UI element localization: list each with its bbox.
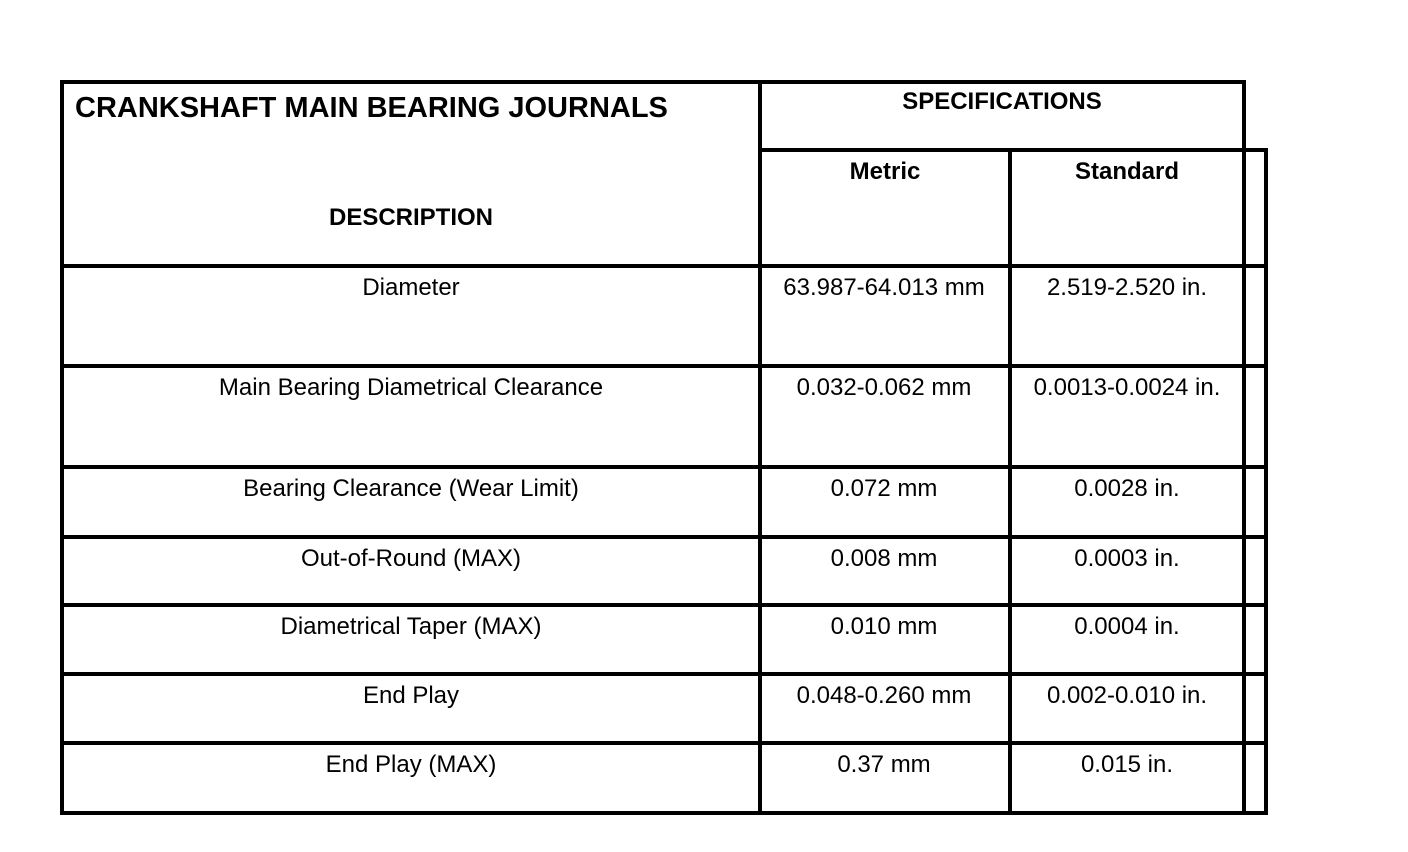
cell-description: End Play (MAX)	[325, 751, 497, 778]
cell-metric: 0.008 mm	[830, 545, 938, 572]
cell-standard: 0.0028 in.	[1074, 475, 1180, 502]
cell-metric: 0.048-0.260 mm	[796, 682, 972, 709]
table-border	[60, 364, 1268, 368]
table-border	[1242, 80, 1246, 815]
table-border	[758, 80, 762, 815]
table-border	[60, 535, 1268, 539]
table-border	[60, 264, 1268, 268]
cell-description: Diametrical Taper (MAX)	[280, 613, 542, 640]
table-title: CRANKSHAFT MAIN BEARING JOURNALS	[75, 92, 668, 124]
cell-description: Out-of-Round (MAX)	[300, 545, 522, 572]
cell-standard: 0.0003 in.	[1074, 545, 1180, 572]
cell-standard: 0.0004 in.	[1074, 613, 1180, 640]
cell-metric: 0.072 mm	[830, 475, 938, 502]
cell-standard: 0.015 in.	[1080, 751, 1174, 778]
table-border	[60, 811, 1268, 815]
cell-standard: 0.002-0.010 in.	[1046, 682, 1208, 709]
table-border	[60, 80, 64, 815]
cell-standard: 0.0013-0.0024 in.	[1033, 374, 1221, 401]
cell-description: Diameter	[362, 274, 460, 301]
cell-metric: 63.987-64.013 mm	[783, 274, 985, 301]
cell-metric: 0.37 mm	[837, 751, 931, 778]
cell-standard: 2.519-2.520 in.	[1046, 274, 1208, 301]
cell-description: Main Bearing Diametrical Clearance	[218, 374, 604, 401]
table-border	[60, 672, 1268, 676]
table-border	[62, 80, 1246, 84]
specifications-header: SPECIFICATIONS	[902, 88, 1102, 115]
table-border	[60, 465, 1268, 469]
cell-description: Bearing Clearance (Wear Limit)	[243, 475, 579, 502]
metric-header: Metric	[849, 158, 921, 185]
table-border	[60, 603, 1268, 607]
standard-header: Standard	[1074, 158, 1179, 185]
table-border	[60, 741, 1268, 745]
cell-metric: 0.010 mm	[830, 613, 938, 640]
cell-description: End Play	[362, 682, 460, 709]
table-border	[760, 148, 1268, 152]
description-header: DESCRIPTION	[328, 204, 493, 231]
table-border	[1264, 148, 1268, 815]
cell-metric: 0.032-0.062 mm	[796, 374, 972, 401]
table-border	[1008, 148, 1012, 815]
